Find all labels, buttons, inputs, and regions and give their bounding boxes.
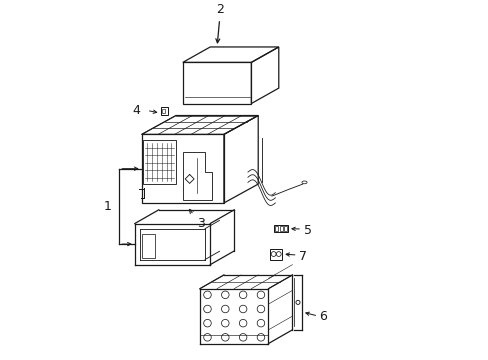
Bar bbox=[143, 140, 176, 184]
Bar bbox=[274, 226, 278, 231]
Text: 5: 5 bbox=[304, 224, 311, 237]
Bar bbox=[162, 109, 164, 113]
Text: 1: 1 bbox=[103, 200, 111, 213]
Text: 4: 4 bbox=[132, 104, 140, 117]
Bar bbox=[284, 226, 286, 231]
Text: 7: 7 bbox=[299, 250, 307, 263]
Bar bbox=[142, 234, 155, 258]
Bar bbox=[279, 226, 283, 231]
Text: 6: 6 bbox=[319, 310, 326, 323]
Bar bbox=[270, 248, 282, 260]
Bar bbox=[160, 107, 168, 115]
Text: 3: 3 bbox=[189, 210, 204, 230]
Bar bbox=[273, 225, 287, 232]
Text: 2: 2 bbox=[215, 3, 224, 43]
